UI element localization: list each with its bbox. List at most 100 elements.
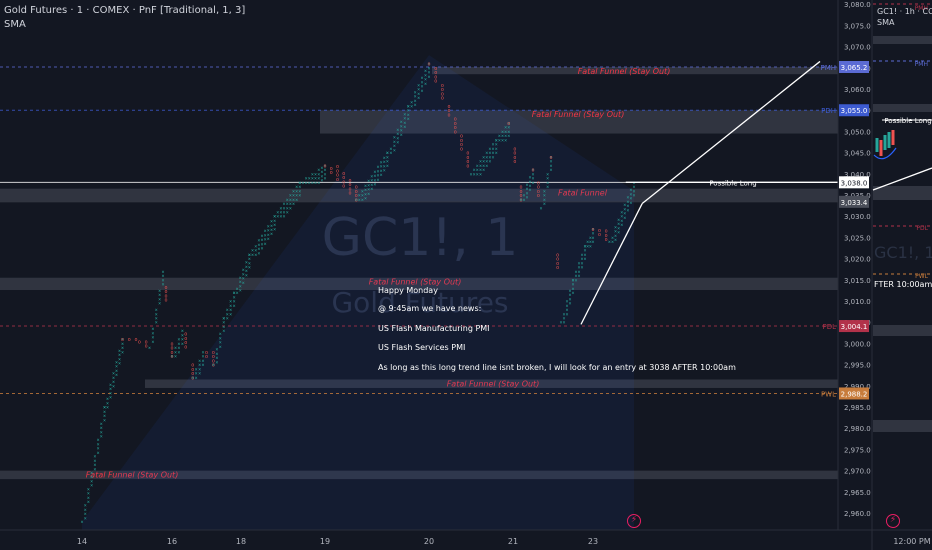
pnf-x-mark: × [632,193,635,199]
price-badge [839,387,869,400]
pnf-x-mark: × [97,450,100,456]
pnf-x-mark: × [155,316,158,322]
fatal-funnel-zone[interactable]: Fatal Funnel (Stay Out) [0,277,838,291]
pnf-o-mark: o [355,189,358,195]
side-zone-rect [873,36,932,44]
pnf-x-mark: × [485,159,488,165]
pnf-x-mark: × [229,299,232,305]
pnf-x-mark: × [522,197,525,203]
pnf-x-mark: × [292,189,295,195]
fatal-funnel-zone[interactable]: Fatal Funnel (Stay Out) [320,110,838,134]
pnf-x-mark: × [248,252,251,258]
pnf-o-mark: o [205,350,208,356]
fatal-funnel-zone[interactable]: Fatal Funnel (Stay Out) [145,379,838,388]
pnf-x-mark: × [543,189,546,195]
zone-rect[interactable] [320,110,838,134]
pnf-x-mark: × [525,182,528,188]
pnf-o-mark: o [145,339,148,345]
pnf-x-mark: × [97,446,100,452]
pnf-x-mark: × [367,179,370,185]
pnf-x-mark: × [100,430,103,436]
pnf-o-mark: o [191,367,194,373]
pnf-x-mark: × [417,87,420,93]
pnf-x-mark: × [115,373,118,379]
pnf-o-mark: o [434,79,437,85]
pnf-x-mark: × [473,168,476,174]
pnf-x-mark: × [427,74,430,80]
lightning-alert-icon-side[interactable]: ⚡ [886,514,900,528]
zone-rect[interactable] [0,277,838,291]
pnf-x-mark: × [414,98,417,104]
pnf-x-mark: × [239,280,242,286]
pnf-x-mark: × [229,303,232,309]
pnf-x-mark: × [543,202,546,208]
pnf-x-mark: × [424,69,427,75]
pnf-o-mark: o [164,298,167,304]
pnf-x-mark: × [257,251,260,257]
pnf-x-mark: × [317,168,320,174]
pnf-o-mark: o [460,138,463,144]
pnf-x-mark: × [476,172,479,178]
pnf-x-mark: × [417,83,420,89]
pnf-o-mark: o [212,363,215,369]
pnf-x-mark: × [311,176,314,182]
y-tick-label: 2,975.0 [844,446,871,454]
pnf-x-mark: × [562,316,565,322]
fatal-funnel-zone[interactable]: Fatal Funnel (Stay Out) [432,66,838,76]
zone-rect[interactable] [0,188,838,202]
pnf-x-mark: × [577,261,580,267]
trendlines[interactable]: Possible Long [580,60,838,325]
pnf-x-mark: × [355,197,358,203]
pnf-x-mark: × [608,240,611,246]
pnf-o-mark: o [441,87,444,93]
pnf-x-mark: × [504,129,507,135]
pnf-o-mark: o [549,155,552,161]
side-time-label: 12:00 PM [893,537,930,546]
pnf-x-mark: × [242,272,245,278]
pnf-x-mark: × [158,293,161,299]
pnf-x-mark: × [614,225,617,231]
zone-rect[interactable] [145,379,838,388]
pnf-x-mark: × [571,278,574,284]
trendline[interactable] [580,203,643,325]
pnf-x-mark: × [84,507,87,513]
pnf-x-mark: × [386,151,389,157]
pnf-x-mark: × [229,308,232,314]
pnf-x-mark: × [393,144,396,150]
pnf-o-mark: o [537,189,540,195]
pnf-x-mark: × [565,303,568,309]
pnf-x-mark: × [383,168,386,174]
zone-rect[interactable] [0,470,838,480]
pnf-x-mark: × [245,269,248,275]
pnf-x-mark: × [264,241,267,247]
pnf-x-mark: × [528,184,531,190]
pnf-x-mark: × [396,140,399,146]
pnf-x-mark: × [90,475,93,481]
pnf-x-mark: × [106,401,109,407]
pnf-x-mark: × [583,257,586,263]
pnf-x-mark: × [546,172,549,178]
pnf-x-mark: × [629,200,632,206]
lightning-alert-icon[interactable]: ⚡ [627,514,641,528]
zone-label: Fatal Funnel (Stay Out) [369,278,462,287]
pnf-x-mark: × [488,155,491,161]
pnf-x-mark: × [623,215,626,221]
pnf-x-mark: × [383,160,386,166]
pnf-o-mark: o [434,66,437,72]
pnf-x-mark: × [155,308,158,314]
zone-rect[interactable] [432,66,838,75]
pnf-o-mark: o [556,252,559,258]
pnf-x-mark: × [571,286,574,292]
fatal-funnel-zone[interactable]: Fatal Funnel (Stay Out) [0,470,838,480]
x-tick-label: 14 [77,537,87,546]
pnf-x-mark: × [260,246,263,252]
side-panel[interactable] [871,0,932,550]
pnf-x-mark: × [273,218,276,224]
price-badge [839,104,869,117]
pnf-o-mark: o [191,371,194,377]
trendline[interactable] [641,60,821,205]
pnf-x-mark: × [233,295,236,301]
pnf-x-mark: × [571,278,574,284]
fatal-funnel-zone[interactable]: Fatal Funnel [0,188,838,202]
